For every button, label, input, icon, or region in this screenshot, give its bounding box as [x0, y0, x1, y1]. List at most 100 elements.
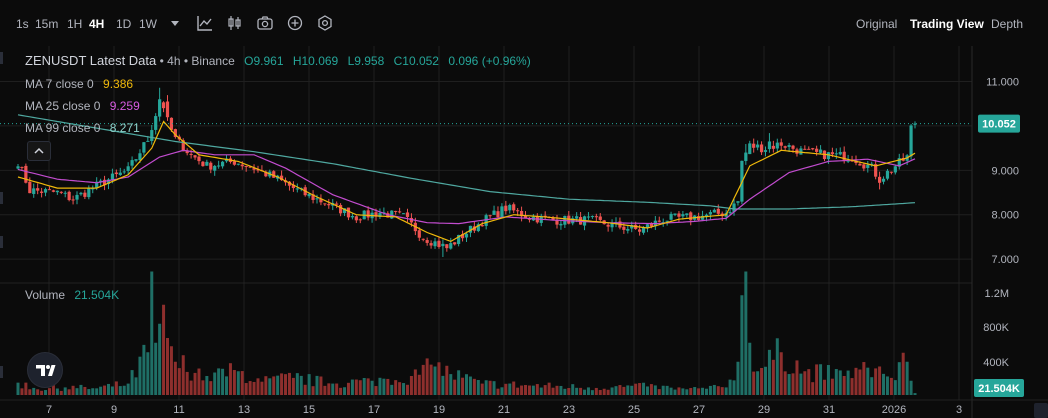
candle-body [394, 210, 398, 212]
candle-body [358, 219, 362, 221]
candle-body [830, 152, 834, 155]
candle-body [240, 164, 244, 167]
ma7-line [17, 120, 916, 243]
volume-bar [221, 368, 225, 395]
candle-body [484, 215, 488, 226]
timeframe-15m[interactable]: 15m [35, 17, 59, 31]
candle-body [79, 192, 83, 195]
volume-bar [764, 366, 767, 395]
view-trading-view[interactable]: Trading View [910, 17, 984, 31]
volume-bar [815, 364, 819, 395]
candle-body [468, 225, 473, 233]
symbol-title: ZENUSDT Latest Data [25, 53, 157, 68]
symbol-legend: ZENUSDT Latest Data • 4h • Binance O9.96… [25, 53, 531, 68]
volume-bar [803, 371, 807, 395]
view-depth[interactable]: Depth [991, 17, 1024, 31]
candle-body [874, 164, 878, 177]
candle-body [346, 207, 351, 218]
volume-bar [461, 377, 465, 395]
candle-body [732, 203, 736, 212]
volume-bar [590, 390, 594, 395]
volume-bar [166, 338, 169, 395]
volume-bar [618, 385, 622, 395]
volume-bar [445, 365, 449, 395]
candle-body [689, 212, 693, 221]
exchange-label: Binance [191, 54, 235, 68]
candle-body [704, 214, 709, 217]
volume-bar [284, 374, 288, 395]
price-tick-label: 8.000 [991, 210, 1019, 222]
volume-bar [185, 371, 189, 395]
candle-body [252, 168, 256, 170]
timeframe-1s[interactable]: 1s [16, 17, 29, 31]
candle-body [779, 142, 783, 146]
candle-body [748, 143, 752, 155]
line-chart-icon[interactable] [196, 14, 214, 32]
camera-icon[interactable] [256, 14, 274, 32]
volume-bar [40, 390, 44, 395]
timeframe-1h[interactable]: 1H [67, 17, 83, 31]
candle-body [126, 166, 130, 171]
candle-body [146, 140, 150, 142]
chevron-down-icon[interactable] [166, 14, 184, 32]
candle-body [685, 213, 689, 216]
candle-body [480, 225, 484, 227]
volume-bar [20, 388, 24, 395]
candle-body [610, 222, 614, 228]
candle-body [433, 241, 437, 247]
candle-body [437, 240, 441, 247]
candle-body [893, 166, 897, 173]
volume-bar [736, 361, 740, 395]
volume-bar [346, 382, 350, 395]
gear-icon[interactable] [316, 14, 334, 32]
volume-bar [484, 380, 488, 395]
candle-body [441, 243, 445, 247]
volume-bar [492, 381, 496, 395]
volume-value: 21.504K [74, 288, 120, 302]
volume-bar [55, 388, 59, 395]
volume-bar [685, 389, 689, 395]
volume-bar [689, 388, 693, 395]
volume-bar [256, 378, 260, 395]
volume-bar [299, 375, 303, 395]
collapse-legend-button[interactable] [27, 141, 51, 161]
volume-bar [819, 364, 823, 395]
candle-body [862, 164, 866, 169]
volume-bar [36, 389, 40, 395]
price-tick-label: 9.000 [991, 165, 1019, 177]
volume-bar [901, 352, 905, 395]
volume-bar [830, 378, 834, 395]
candle-body [500, 206, 504, 219]
candle-body [677, 213, 681, 217]
volume-bar [110, 386, 114, 395]
volume-bar [480, 383, 484, 395]
candle-body [386, 213, 390, 218]
tradingview-logo[interactable] [27, 352, 63, 388]
candle-body [87, 188, 91, 198]
candle-body [417, 230, 421, 238]
price-tick-label: 7.000 [991, 254, 1019, 266]
timeframe-4h[interactable]: 4H [89, 17, 105, 31]
timeframe-1d[interactable]: 1D [116, 17, 132, 31]
view-original[interactable]: Original [856, 17, 898, 31]
volume-bar [862, 362, 866, 395]
candle-body [63, 192, 67, 194]
time-tick-label: 23 [563, 404, 575, 416]
candlestick-icon[interactable] [226, 14, 244, 32]
volume-bar [126, 383, 130, 395]
volume-bar [547, 382, 551, 395]
timeframe-1w[interactable]: 1W [139, 17, 157, 31]
last-price-tag [978, 114, 1020, 133]
plus-circle-icon[interactable] [286, 14, 304, 32]
volume-bar [677, 387, 681, 395]
volume-bar [441, 375, 445, 395]
volume-bar [79, 384, 83, 395]
candle-body [815, 148, 819, 152]
volume-bar [531, 385, 535, 395]
candle-body [488, 215, 492, 217]
volume-bar [213, 372, 217, 395]
volume-bar [154, 342, 158, 395]
ma99-line [17, 114, 916, 210]
volume-bar [413, 369, 417, 395]
